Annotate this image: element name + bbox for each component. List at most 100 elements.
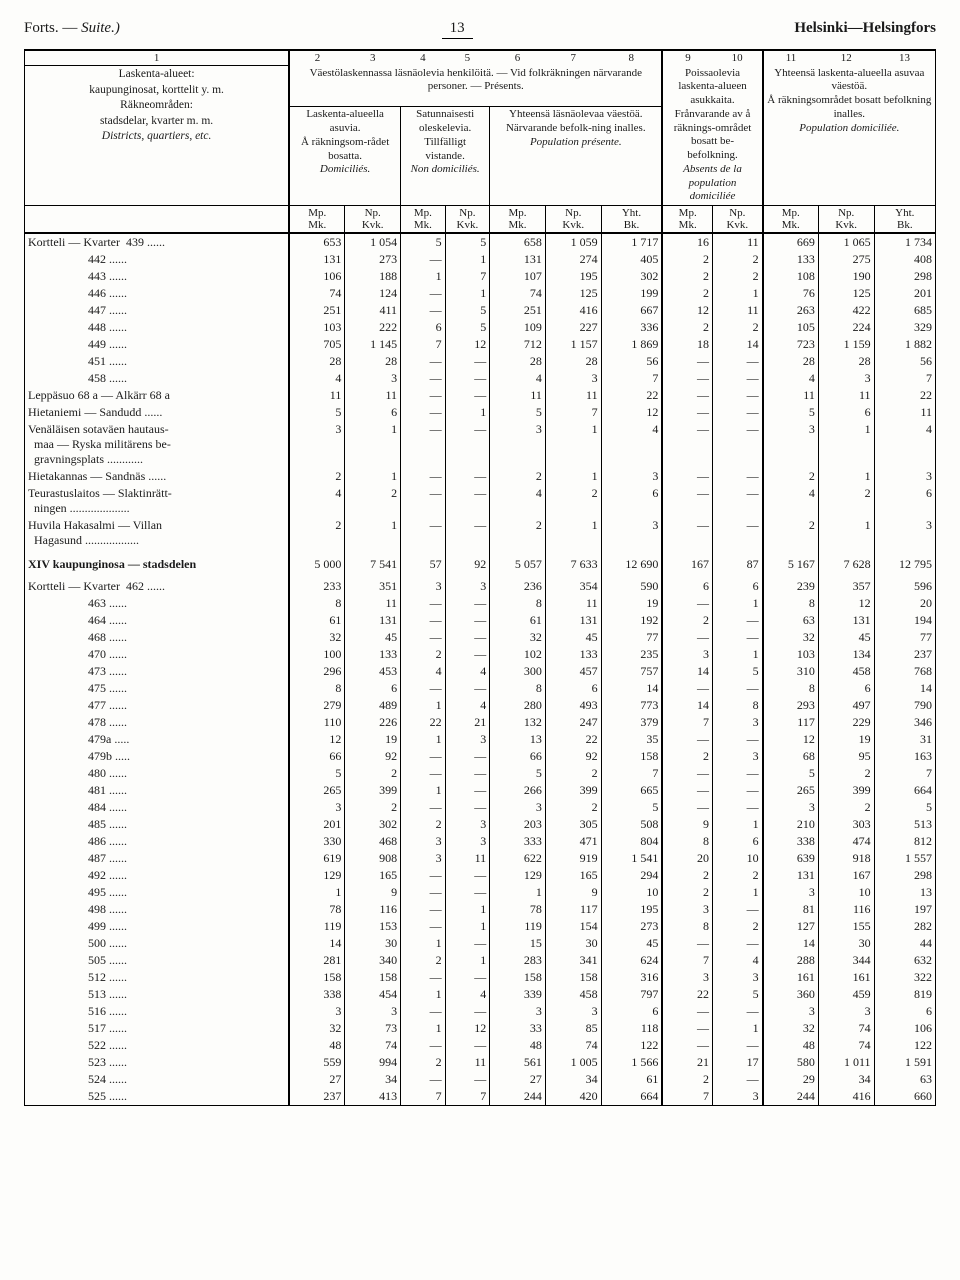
cell: —: [713, 1071, 763, 1088]
cell: 1: [713, 595, 763, 612]
cell: 2: [763, 468, 819, 485]
cell: 1: [713, 285, 763, 302]
cell: —: [401, 765, 446, 782]
table-row: XIV kaupunginosa — stadsdelen5 0007 5415…: [25, 549, 936, 578]
cell: 4: [763, 485, 819, 517]
cell: 357: [818, 578, 874, 595]
cell: 7: [401, 336, 446, 353]
cell: 5 167: [763, 549, 819, 578]
cell: 333: [490, 833, 546, 850]
cell: 3: [490, 799, 546, 816]
cell: 5: [445, 302, 490, 319]
cell: 2: [818, 485, 874, 517]
cell: 1: [713, 646, 763, 663]
row-label: 451 ......: [25, 353, 290, 370]
row-label: 522 ......: [25, 1037, 290, 1054]
cell: 14: [662, 663, 712, 680]
row-label: 525 ......: [25, 1088, 290, 1106]
cell: 161: [763, 969, 819, 986]
cell: 3: [601, 517, 662, 549]
cell: 45: [601, 935, 662, 952]
cell: —: [713, 404, 763, 421]
cell: 7 541: [345, 549, 401, 578]
cell: 17: [713, 1054, 763, 1071]
cell: 632: [874, 952, 935, 969]
cell: 399: [345, 782, 401, 799]
head-yht-13: Yht.Bk.: [874, 206, 935, 234]
cell: 32: [289, 629, 345, 646]
table-row: 473 ......29645344300457757145310458768: [25, 663, 936, 680]
row-label: Teurastuslaitos — Slaktinrätt- ningen ..…: [25, 485, 290, 517]
cell: —: [713, 353, 763, 370]
table-row: 446 ......74124—1741251992176125201: [25, 285, 936, 302]
cell: 416: [818, 1088, 874, 1106]
table-row: Hietaniemi — Sandudd ......56—15712——561…: [25, 404, 936, 421]
cell: 8: [289, 680, 345, 697]
cell: 274: [545, 251, 601, 268]
table-row: 451 ......2828——282856——282856: [25, 353, 936, 370]
cell: —: [662, 1037, 712, 1054]
row-label: XIV kaupunginosa — stadsdelen: [25, 549, 290, 578]
cell: 282: [874, 918, 935, 935]
cell: 22: [601, 387, 662, 404]
head-mp-6: Mp.Mk.: [490, 206, 546, 234]
cell: 4: [401, 663, 446, 680]
cell: 918: [818, 850, 874, 867]
cell: 106: [289, 268, 345, 285]
cell: —: [662, 485, 712, 517]
cell: 3: [601, 468, 662, 485]
cell: 1: [401, 935, 446, 952]
cell: 12 795: [874, 549, 935, 578]
cell: 812: [874, 833, 935, 850]
cell: 685: [874, 302, 935, 319]
cell: —: [662, 370, 712, 387]
table-row: 492 ......129165——12916529422131167298: [25, 867, 936, 884]
cell: 497: [818, 697, 874, 714]
cell: 7: [662, 1088, 712, 1106]
cell: 7: [445, 1088, 490, 1106]
cell: 1: [445, 285, 490, 302]
cell: 265: [289, 782, 345, 799]
cell: 11: [818, 387, 874, 404]
cell: 11: [545, 595, 601, 612]
cell: 6: [601, 485, 662, 517]
row-label: 479b .....: [25, 748, 290, 765]
cell: 158: [490, 969, 546, 986]
cell: 280: [490, 697, 546, 714]
cell: 1: [545, 468, 601, 485]
table-row: 443 ......1061881710719530222108190298: [25, 268, 936, 285]
cell: 118: [601, 1020, 662, 1037]
table-row: 513 ......33845414339458797225360459819: [25, 986, 936, 1003]
cell: 275: [818, 251, 874, 268]
cell: 203: [490, 816, 546, 833]
cell: 6: [713, 833, 763, 850]
cell: 6: [874, 1003, 935, 1020]
cell: 919: [545, 850, 601, 867]
cell: 61: [289, 612, 345, 629]
cell: 63: [874, 1071, 935, 1088]
group-b-title: Poissaolevia laskenta-alueen asukkaita. …: [662, 66, 762, 206]
cell: 197: [874, 901, 935, 918]
cell: 2: [713, 268, 763, 285]
cell: 32: [289, 1020, 345, 1037]
cell: —: [662, 731, 712, 748]
cell: 233: [289, 578, 345, 595]
cell: 298: [874, 867, 935, 884]
cell: 471: [545, 833, 601, 850]
cell: 2: [713, 251, 763, 268]
cell: 351: [345, 578, 401, 595]
cell: 3: [763, 799, 819, 816]
cell: 489: [345, 697, 401, 714]
cell: 28: [345, 353, 401, 370]
cell: —: [445, 485, 490, 517]
cell: —: [713, 1003, 763, 1020]
cell: —: [401, 421, 446, 468]
cell: 158: [601, 748, 662, 765]
cell: 8: [490, 595, 546, 612]
cell: 4: [763, 370, 819, 387]
cell: 7: [601, 765, 662, 782]
cell: 664: [874, 782, 935, 799]
cell: 1 065: [818, 233, 874, 251]
cell: 95: [818, 748, 874, 765]
sub678-2: Närvarande befolk-ning inalles.: [493, 122, 658, 136]
